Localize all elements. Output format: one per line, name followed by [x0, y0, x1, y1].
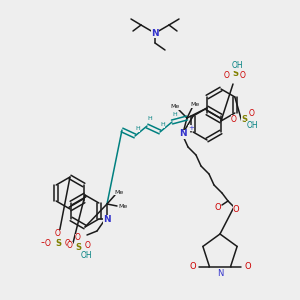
- Text: H: H: [172, 112, 177, 118]
- Text: S: S: [75, 244, 81, 253]
- Text: O: O: [240, 71, 246, 80]
- Text: O: O: [75, 233, 81, 242]
- Text: -: -: [40, 237, 44, 247]
- Text: N: N: [179, 130, 187, 139]
- Text: O: O: [244, 262, 251, 271]
- Text: Me: Me: [190, 103, 200, 107]
- Text: O: O: [189, 262, 196, 271]
- Text: S: S: [241, 115, 247, 124]
- Text: N: N: [217, 268, 223, 278]
- Text: O: O: [65, 239, 71, 248]
- Text: +: +: [188, 125, 194, 131]
- Text: H: H: [160, 122, 165, 128]
- Text: O: O: [85, 242, 91, 250]
- Text: O: O: [215, 203, 221, 212]
- Text: O: O: [224, 71, 230, 80]
- Text: N: N: [103, 214, 111, 224]
- Text: OH: OH: [80, 251, 92, 260]
- Text: S: S: [232, 70, 238, 79]
- Text: H: H: [148, 116, 152, 122]
- Text: OH: OH: [231, 61, 243, 70]
- Text: Me: Me: [114, 190, 124, 194]
- Text: O: O: [231, 115, 237, 124]
- Text: O: O: [233, 205, 239, 214]
- Text: S: S: [55, 239, 61, 248]
- Text: OH: OH: [246, 121, 258, 130]
- Text: Me: Me: [170, 104, 180, 110]
- Text: N: N: [151, 28, 159, 38]
- Text: O: O: [45, 239, 51, 248]
- Text: O: O: [55, 230, 61, 238]
- Text: H: H: [136, 127, 140, 131]
- Text: O: O: [249, 110, 255, 118]
- Text: O: O: [67, 242, 73, 250]
- Text: Me: Me: [118, 203, 127, 208]
